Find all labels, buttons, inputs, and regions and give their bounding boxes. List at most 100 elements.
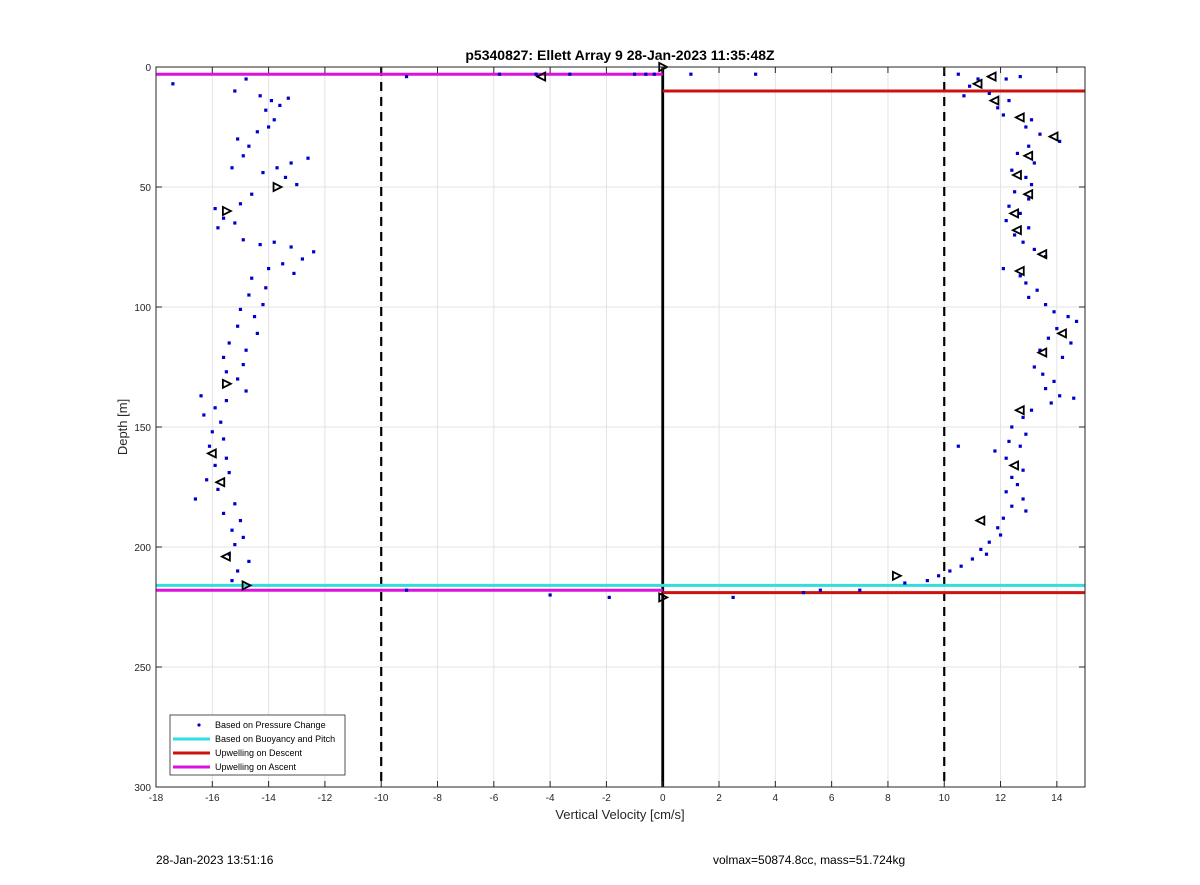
pressure-change-point bbox=[1038, 132, 1042, 136]
pressure-change-point bbox=[1043, 387, 1048, 391]
pressure-change-point bbox=[221, 437, 226, 441]
pressure-change-point bbox=[267, 125, 271, 129]
pressure-change-point bbox=[213, 406, 217, 410]
pressure-change-point bbox=[247, 293, 251, 297]
pressure-change-point bbox=[1001, 113, 1005, 117]
pressure-change-point bbox=[534, 72, 538, 76]
x-tick-label: -4 bbox=[546, 793, 555, 804]
y-tick-label: 50 bbox=[140, 183, 152, 194]
triangle-marker bbox=[1010, 169, 1022, 181]
x-tick-label: -6 bbox=[489, 793, 498, 804]
pressure-change-point bbox=[1004, 456, 1008, 460]
pressure-change-point bbox=[247, 144, 251, 148]
x-tick-label: -8 bbox=[433, 793, 442, 804]
pressure-change-point bbox=[1010, 504, 1014, 508]
x-tick-label: 14 bbox=[1051, 793, 1063, 804]
pressure-change-point bbox=[1027, 226, 1031, 230]
x-tick-label: -14 bbox=[261, 793, 276, 804]
pressure-change-point bbox=[1066, 315, 1070, 319]
pressure-change-point bbox=[1060, 355, 1065, 359]
x-tick-label: 8 bbox=[885, 793, 891, 804]
x-tick-label: -18 bbox=[149, 793, 164, 804]
pressure-change-point bbox=[1069, 341, 1073, 345]
triangle-marker bbox=[272, 181, 284, 193]
legend-label-buoyancy: Based on Buoyancy and Pitch bbox=[215, 734, 335, 744]
pressure-change-point bbox=[948, 569, 952, 573]
pressure-change-point bbox=[1046, 336, 1051, 340]
pressure-change-point bbox=[221, 511, 226, 515]
pressure-change-point bbox=[230, 579, 234, 583]
pressure-change-point bbox=[956, 72, 960, 76]
pressure-change-point bbox=[221, 355, 226, 359]
pressure-change-point bbox=[1024, 432, 1028, 436]
triangle-markers bbox=[205, 61, 1067, 603]
triangle-marker bbox=[1008, 207, 1020, 219]
triangle-marker bbox=[1055, 327, 1067, 339]
pressure-change-point bbox=[689, 72, 693, 76]
pressure-change-point bbox=[1021, 240, 1025, 244]
pressure-change-point bbox=[230, 166, 234, 170]
pressure-change-point bbox=[227, 341, 231, 345]
x-tick-label: 6 bbox=[829, 793, 835, 804]
pressure-change-point bbox=[258, 94, 262, 98]
pressure-change-point bbox=[1074, 319, 1079, 323]
pressure-change-point bbox=[1043, 303, 1048, 307]
pressure-change-point bbox=[238, 202, 243, 206]
pressure-change-point bbox=[193, 497, 198, 501]
pressure-change-point bbox=[264, 108, 268, 112]
pressure-change-point bbox=[238, 307, 243, 311]
triangle-marker bbox=[535, 71, 547, 83]
pressure-change-point bbox=[632, 72, 637, 76]
pressure-change-point bbox=[236, 324, 240, 328]
pressure-change-point bbox=[1035, 288, 1039, 292]
pressure-change-point bbox=[300, 257, 304, 261]
upwelling-lines bbox=[156, 72, 1085, 595]
pressure-change-point bbox=[227, 471, 231, 475]
pressure-change-point bbox=[261, 303, 265, 307]
pressure-change-point bbox=[250, 276, 254, 280]
pressure-change-point bbox=[967, 84, 972, 88]
pressure-change-point bbox=[1029, 183, 1034, 187]
pressure-change-point bbox=[312, 250, 316, 254]
pressure-change-point bbox=[1010, 168, 1014, 172]
triangle-marker bbox=[219, 551, 231, 563]
pressure-change-point bbox=[236, 137, 240, 141]
pressure-change-point bbox=[1004, 219, 1008, 223]
triangle-marker bbox=[1010, 224, 1022, 236]
y-axis-label: Depth [m] bbox=[115, 399, 130, 455]
pressure-change-point bbox=[1072, 396, 1076, 400]
pressure-change-point bbox=[1021, 415, 1025, 419]
pressure-change-point bbox=[1007, 204, 1011, 208]
pressure-change-point bbox=[548, 593, 552, 597]
pressure-change-point bbox=[216, 226, 220, 230]
pressure-change-point bbox=[996, 526, 1000, 530]
pressure-change-point bbox=[247, 559, 251, 563]
triangle-marker bbox=[221, 205, 233, 217]
pressure-change-point bbox=[255, 331, 259, 335]
pressure-change-point bbox=[244, 77, 248, 81]
volume-mass-annotation: volmax=50874.8cc, mass=51.724kg bbox=[713, 853, 906, 867]
pressure-change-point bbox=[404, 75, 409, 79]
reference-lines bbox=[380, 67, 946, 787]
pressure-change-point bbox=[1027, 295, 1031, 299]
legend-marker-pressure bbox=[197, 723, 201, 727]
pressure-change-point bbox=[210, 430, 214, 434]
pressure-change-point bbox=[1058, 394, 1062, 398]
chart-title: p5340827: Ellett Array 9 28-Jan-2023 11:… bbox=[465, 47, 775, 63]
x-tick-label: -10 bbox=[374, 793, 389, 804]
y-tick-label: 100 bbox=[134, 303, 151, 314]
pressure-change-point bbox=[1055, 327, 1059, 331]
pressure-change-point bbox=[264, 286, 268, 290]
pressure-change-point bbox=[1038, 348, 1042, 352]
pressure-change-point bbox=[754, 72, 758, 76]
pressure-change-point bbox=[233, 89, 237, 93]
x-axis-label: Vertical Velocity [cm/s] bbox=[555, 807, 684, 822]
pressure-change-point bbox=[644, 72, 648, 76]
triangle-marker bbox=[1022, 188, 1034, 200]
pressure-change-point bbox=[1004, 490, 1008, 494]
pressure-change-point bbox=[295, 183, 299, 187]
legend-label-pressure: Based on Pressure Change bbox=[215, 720, 326, 730]
pressure-change-point bbox=[1024, 509, 1028, 513]
pressure-change-point bbox=[244, 348, 248, 352]
